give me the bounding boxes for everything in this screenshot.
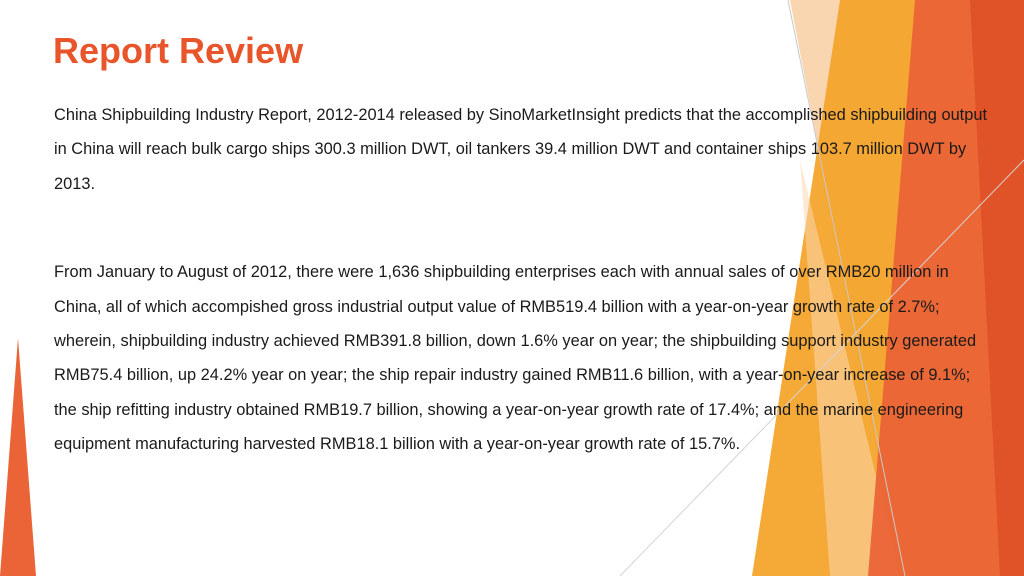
- right-dark-strip: [970, 0, 1024, 576]
- left-edge-triangle: [0, 338, 36, 576]
- paragraph-report-forecast: China Shipbuilding Industry Report, 2012…: [54, 106, 988, 193]
- slide-body: China Shipbuilding Industry Report, 2012…: [54, 98, 994, 462]
- thin-line-1: [787, 0, 906, 576]
- right-pale-facet: [800, 160, 900, 576]
- thin-line-2: [619, 159, 1024, 576]
- paragraph-output-statistics: From January to August of 2012, there we…: [54, 263, 977, 454]
- slide-title: Report Review: [53, 30, 304, 71]
